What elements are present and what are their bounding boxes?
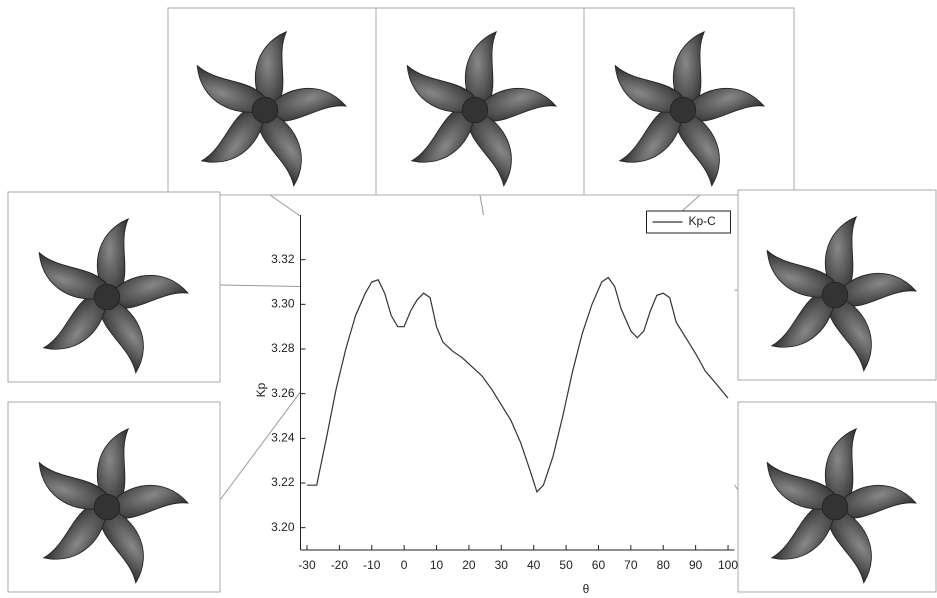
y-tick-label: 3.32 xyxy=(271,252,295,266)
y-tick-label: 3.28 xyxy=(271,341,295,355)
y-tick-label: 3.22 xyxy=(271,475,295,489)
legend-label: Kp-C xyxy=(689,214,717,228)
x-axis-title: θ xyxy=(583,582,590,596)
x-tick-label: 60 xyxy=(592,558,606,572)
chart: θ Kp 3.20 3.22 3.24 3.26 3.28 3.30 3.32 -30 -20-… xyxy=(0,0,937,598)
x-tick-label: 0 xyxy=(401,558,408,572)
x-tick-label: 40 xyxy=(527,558,541,572)
y-tick-label: 3.20 xyxy=(271,520,295,534)
y-tick-label: 3.26 xyxy=(271,386,295,400)
x-tick-label: -30 xyxy=(298,558,316,572)
plot-area xyxy=(301,215,735,550)
x-tick-label: 100 xyxy=(718,558,738,572)
x-tick-label: 20 xyxy=(462,558,476,572)
x-tick-label: 50 xyxy=(559,558,573,572)
x-tick-label: -20 xyxy=(331,558,349,572)
y-axis-title: Kp xyxy=(254,382,268,397)
x-tick-label: 70 xyxy=(624,558,638,572)
x-tick-label: 90 xyxy=(689,558,703,572)
y-tick-label: 3.30 xyxy=(271,297,295,311)
y-tick-label: 3.24 xyxy=(271,431,295,445)
x-tick-label: 80 xyxy=(657,558,671,572)
x-tick-label: 30 xyxy=(495,558,509,572)
x-tick-label: 10 xyxy=(430,558,444,572)
x-tick-label: -10 xyxy=(363,558,381,572)
